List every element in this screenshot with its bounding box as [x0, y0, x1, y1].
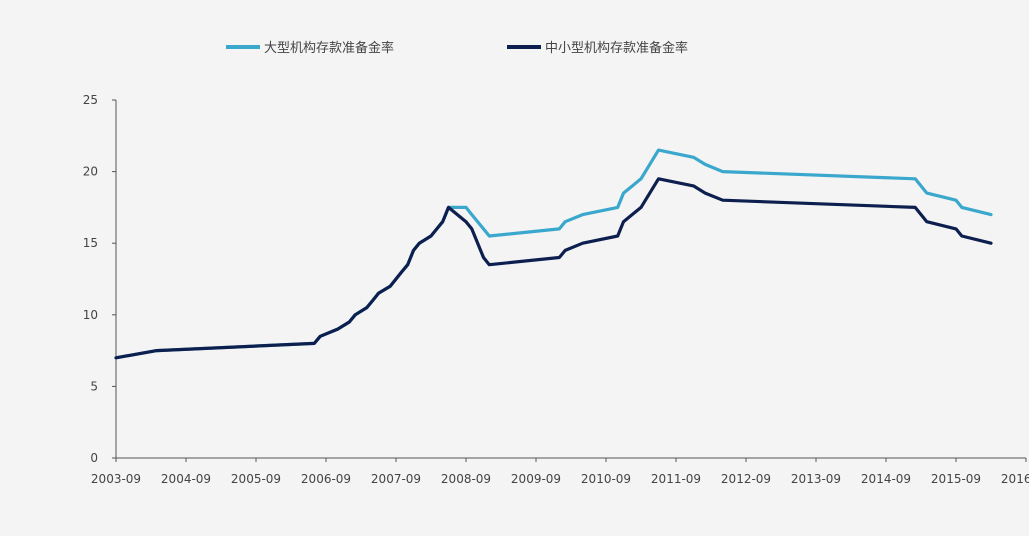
x-tick-label: 2011-09 — [651, 472, 701, 486]
axes: 0 5 10 15 20 25 2003-09 2004-09 2005-09 2006-09 20… — [83, 93, 1029, 486]
x-tick-label: 2016-09 — [1001, 472, 1029, 486]
legend-label: 大型机构存款准备金率 — [264, 40, 394, 56]
y-tick-label: 10 — [83, 308, 98, 322]
y-tick-label: 0 — [90, 451, 98, 465]
series-lines — [114, 148, 993, 360]
series-line-small-medium-institutions — [114, 177, 993, 360]
y-tick-label: 20 — [83, 165, 98, 179]
x-tick-label: 2014-09 — [861, 472, 911, 486]
x-tick-label: 2003-09 — [91, 472, 141, 486]
x-tick-label: 2012-09 — [721, 472, 771, 486]
x-tick-label: 2005-09 — [231, 472, 281, 486]
legend-label: 中小型机构存款准备金率 — [545, 40, 688, 56]
x-tick-label: 2007-09 — [371, 472, 421, 486]
y-tick-label: 25 — [83, 93, 98, 107]
y-tick-label: 15 — [83, 236, 98, 250]
x-tick-label: 2008-09 — [441, 472, 491, 486]
x-tick-label: 2009-09 — [511, 472, 561, 486]
series-line-large-institutions — [114, 148, 993, 360]
x-tick-label: 2004-09 — [161, 472, 211, 486]
x-tick-label: 2010-09 — [581, 472, 631, 486]
x-tick-label: 2013-09 — [791, 472, 841, 486]
x-tick-label: 2015-09 — [931, 472, 981, 486]
x-tick-label: 2006-09 — [301, 472, 351, 486]
legend: 大型机构存款准备金率 中小型机构存款准备金率 — [226, 40, 688, 56]
y-tick-label: 5 — [90, 379, 98, 393]
